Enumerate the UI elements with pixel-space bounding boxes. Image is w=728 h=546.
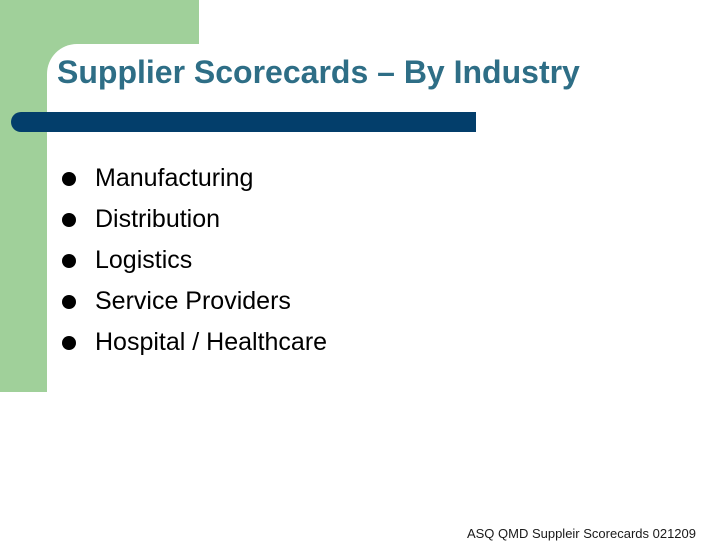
bullet-dot-icon [62,213,76,227]
slide-footer: ASQ QMD Suppleir Scorecards 021209 [466,526,696,541]
bullet-dot-icon [62,295,76,309]
title-underline-bar [11,112,476,132]
bullet-text: Service Providers [95,287,291,315]
bullet-text: Logistics [95,246,193,274]
bullet-dot-icon [62,336,76,350]
bullet-dot-icon [62,172,76,186]
bullet-dot-icon [62,254,76,268]
bullet-text: Hospital / Healthcare [95,328,328,356]
slide-title: Supplier Scorecards – By Industry [57,54,580,90]
bullet-text: Distribution [95,205,221,233]
bullet-text: Manufacturing [95,164,254,192]
